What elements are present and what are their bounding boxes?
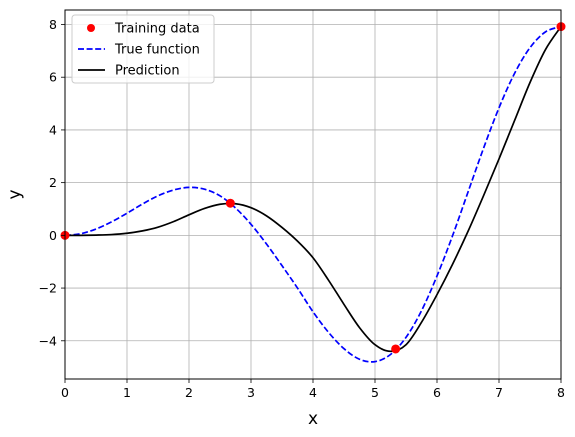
legend-box (71, 14, 215, 84)
y-tick-label: 8 (49, 17, 57, 32)
y-axis-label: y (5, 189, 25, 199)
x-tick-label: 4 (309, 385, 317, 400)
x-axis-label: x (308, 409, 318, 429)
y-tick-label: 0 (49, 228, 57, 243)
y-tick-label: 4 (49, 122, 57, 137)
x-tick-label: 2 (185, 385, 193, 400)
x-tick-label: 8 (557, 385, 565, 400)
axis-ticks: 0 1 2 3 4 5 6 7 8 −4 −2 0 2 4 6 8 (39, 17, 565, 400)
y-tick-label: 6 (49, 70, 57, 85)
legend-label: Prediction (115, 64, 180, 79)
y-tick-label: 2 (49, 175, 57, 190)
legend: Training data True function Prediction (71, 14, 215, 84)
y-tick-label: −2 (39, 281, 57, 296)
y-tick-label: −4 (39, 333, 57, 348)
training-data-point (391, 344, 401, 354)
x-tick-label: 5 (371, 385, 379, 400)
true-function-line (65, 25, 561, 363)
legend-label: True function (114, 43, 200, 58)
x-tick-label: 6 (433, 385, 441, 400)
legend-marker-training-data (87, 24, 95, 32)
prediction-line (65, 26, 561, 353)
x-tick-label: 0 (61, 385, 69, 400)
x-tick-label: 7 (495, 385, 503, 400)
x-tick-label: 3 (247, 385, 255, 400)
plot-series (60, 22, 566, 363)
legend-label: Training data (114, 22, 200, 37)
training-data-point (225, 198, 235, 208)
x-tick-label: 1 (123, 385, 131, 400)
